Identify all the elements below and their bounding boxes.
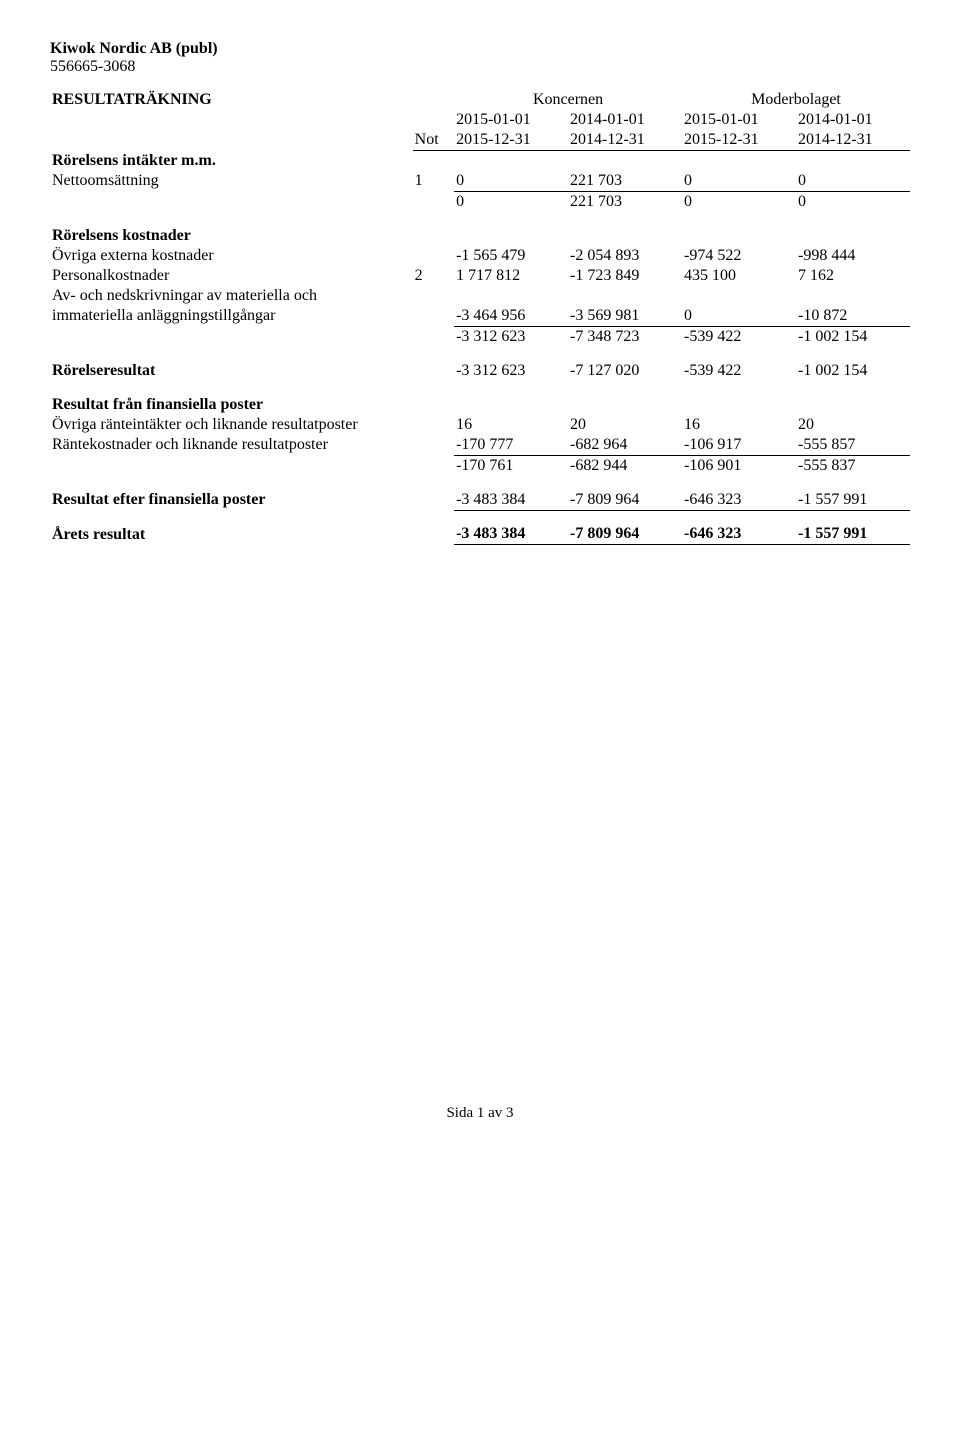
cell: -7 809 964 bbox=[568, 490, 682, 511]
cell: -10 872 bbox=[796, 306, 910, 327]
cell: 16 bbox=[454, 415, 568, 435]
row-label: Årets resultat bbox=[50, 524, 413, 545]
subtotal-row: -3 312 623 -7 348 723 -539 422 -1 002 15… bbox=[50, 326, 910, 347]
cell: 16 bbox=[682, 415, 796, 435]
subtotal-row: 0 221 703 0 0 bbox=[50, 191, 910, 212]
period-end: 2014-12-31 bbox=[568, 130, 682, 151]
table-row: Personalkostnader 2 1 717 812 -1 723 849… bbox=[50, 266, 910, 286]
cell: -170 761 bbox=[454, 455, 568, 476]
cell: -3 483 384 bbox=[454, 524, 568, 545]
result-row: Rörelseresultat -3 312 623 -7 127 020 -5… bbox=[50, 361, 910, 381]
row-not: 1 bbox=[413, 171, 454, 192]
cell: 0 bbox=[454, 191, 568, 212]
cell: -1 557 991 bbox=[796, 490, 910, 511]
section-heading-row: Resultat från finansiella poster bbox=[50, 395, 910, 415]
cell: 0 bbox=[796, 171, 910, 192]
period-start-row: 2015-01-01 2014-01-01 2015-01-01 2014-01… bbox=[50, 110, 910, 130]
cell: -1 002 154 bbox=[796, 361, 910, 381]
cell: 0 bbox=[682, 171, 796, 192]
result-row: Årets resultat -3 483 384 -7 809 964 -64… bbox=[50, 524, 910, 545]
title-row: RESULTATRÄKNING Koncernen Moderbolaget bbox=[50, 90, 910, 110]
period-end: 2015-12-31 bbox=[454, 130, 568, 151]
statement-title: RESULTATRÄKNING bbox=[50, 90, 413, 110]
cell: 221 703 bbox=[568, 171, 682, 192]
page-footer: Sida 1 av 3 bbox=[50, 1105, 910, 1122]
section-heading: Rörelsens kostnader bbox=[50, 226, 413, 246]
period-start: 2014-01-01 bbox=[568, 110, 682, 130]
cell: -7 127 020 bbox=[568, 361, 682, 381]
row-label: Resultat efter finansiella poster bbox=[50, 490, 413, 511]
period-end-row: Not 2015-12-31 2014-12-31 2015-12-31 201… bbox=[50, 130, 910, 151]
row-label: Räntekostnader och liknande resultatpost… bbox=[50, 435, 413, 456]
cell: 20 bbox=[796, 415, 910, 435]
cell: -7 348 723 bbox=[568, 326, 682, 347]
table-row: Nettoomsättning 1 0 221 703 0 0 bbox=[50, 171, 910, 192]
cell: 7 162 bbox=[796, 266, 910, 286]
row-not bbox=[413, 246, 454, 266]
section-heading-row: Rörelsens kostnader bbox=[50, 226, 910, 246]
group-header-moderbolaget: Moderbolaget bbox=[682, 90, 910, 110]
cell: 0 bbox=[682, 191, 796, 212]
org-number: 556665-3068 bbox=[50, 58, 910, 76]
cell: -539 422 bbox=[682, 361, 796, 381]
row-label: Personalkostnader bbox=[50, 266, 413, 286]
period-start: 2015-01-01 bbox=[682, 110, 796, 130]
period-start: 2014-01-01 bbox=[796, 110, 910, 130]
cell: -974 522 bbox=[682, 246, 796, 266]
row-label: Övriga externa kostnader bbox=[50, 246, 413, 266]
cell: -1 002 154 bbox=[796, 326, 910, 347]
company-name: Kiwok Nordic AB (publ) bbox=[50, 40, 910, 58]
row-not: 2 bbox=[413, 266, 454, 286]
row-label: Av- och nedskrivningar av materiella och bbox=[50, 286, 413, 306]
cell: 435 100 bbox=[682, 266, 796, 286]
period-end: 2014-12-31 bbox=[796, 130, 910, 151]
table-row: immateriella anläggningstillgångar -3 46… bbox=[50, 306, 910, 327]
cell: -682 964 bbox=[568, 435, 682, 456]
row-label: Rörelseresultat bbox=[50, 361, 413, 381]
cell: -7 809 964 bbox=[568, 524, 682, 545]
group-header-koncernen: Koncernen bbox=[454, 90, 682, 110]
cell: -1 557 991 bbox=[796, 524, 910, 545]
row-label: Övriga ränteintäkter och liknande result… bbox=[50, 415, 413, 435]
cell: 0 bbox=[796, 191, 910, 212]
section-heading: Rörelsens intäkter m.m. bbox=[50, 151, 413, 171]
table-row: Övriga ränteintäkter och liknande result… bbox=[50, 415, 910, 435]
row-label: immateriella anläggningstillgångar bbox=[50, 306, 413, 327]
cell: -1 723 849 bbox=[568, 266, 682, 286]
table-row: Övriga externa kostnader -1 565 479 -2 0… bbox=[50, 246, 910, 266]
cell: -682 944 bbox=[568, 455, 682, 476]
cell: 0 bbox=[682, 306, 796, 327]
section-heading-row: Rörelsens intäkter m.m. bbox=[50, 151, 910, 171]
cell: -3 312 623 bbox=[454, 326, 568, 347]
cell: -539 422 bbox=[682, 326, 796, 347]
cell: -3 464 956 bbox=[454, 306, 568, 327]
cell: 20 bbox=[568, 415, 682, 435]
cell: -106 917 bbox=[682, 435, 796, 456]
cell: -170 777 bbox=[454, 435, 568, 456]
cell: -3 569 981 bbox=[568, 306, 682, 327]
cell: -1 565 479 bbox=[454, 246, 568, 266]
not-header: Not bbox=[413, 130, 454, 151]
cell: -3 312 623 bbox=[454, 361, 568, 381]
cell: -646 323 bbox=[682, 524, 796, 545]
table-row: Räntekostnader och liknande resultatpost… bbox=[50, 435, 910, 456]
subtotal-row: -170 761 -682 944 -106 901 -555 837 bbox=[50, 455, 910, 476]
cell: -555 857 bbox=[796, 435, 910, 456]
cell: -2 054 893 bbox=[568, 246, 682, 266]
cell: -998 444 bbox=[796, 246, 910, 266]
period-start: 2015-01-01 bbox=[454, 110, 568, 130]
cell: 221 703 bbox=[568, 191, 682, 212]
cell: -646 323 bbox=[682, 490, 796, 511]
cell: -3 483 384 bbox=[454, 490, 568, 511]
row-label: Nettoomsättning bbox=[50, 171, 413, 192]
income-statement-table: RESULTATRÄKNING Koncernen Moderbolaget 2… bbox=[50, 90, 910, 545]
cell: -555 837 bbox=[796, 455, 910, 476]
cell: 0 bbox=[454, 171, 568, 192]
cell: 1 717 812 bbox=[454, 266, 568, 286]
cell: -106 901 bbox=[682, 455, 796, 476]
table-row: Av- och nedskrivningar av materiella och bbox=[50, 286, 910, 306]
period-end: 2015-12-31 bbox=[682, 130, 796, 151]
result-row: Resultat efter finansiella poster -3 483… bbox=[50, 490, 910, 511]
section-heading: Resultat från finansiella poster bbox=[50, 395, 413, 415]
